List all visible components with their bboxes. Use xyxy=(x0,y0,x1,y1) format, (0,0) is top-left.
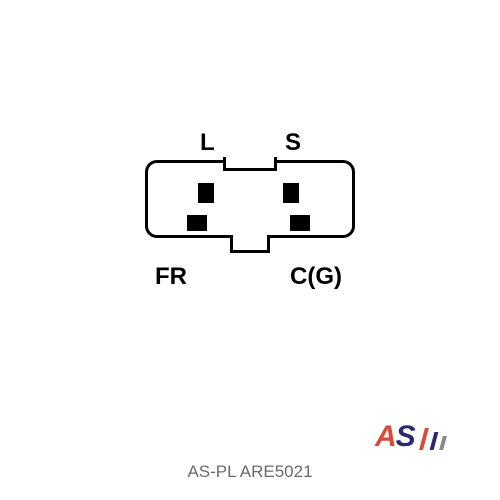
notch-mask xyxy=(226,157,274,163)
pin-box-l xyxy=(198,183,214,203)
connector-body xyxy=(145,160,355,238)
tab-mask xyxy=(233,233,267,239)
pin-box-s xyxy=(283,183,299,203)
pin-box-cg xyxy=(290,215,310,231)
pin-label-fr: FR xyxy=(155,263,187,291)
connector-diagram: L S FR C(G) xyxy=(125,115,375,295)
brand-logo: AS xyxy=(375,420,445,455)
logo-bars xyxy=(421,428,445,455)
logo-letter-a: A xyxy=(375,420,396,453)
logo-bar-2 xyxy=(429,432,438,450)
logo-bar-3 xyxy=(439,436,447,450)
pin-label-s: S xyxy=(285,129,301,157)
logo-bar-1 xyxy=(419,428,429,450)
pin-label-cg: C(G) xyxy=(290,263,342,291)
pin-box-fr xyxy=(187,215,207,231)
logo-letter-s: S xyxy=(396,420,415,453)
pin-label-l: L xyxy=(200,129,215,157)
product-caption: AS-PL ARE5021 xyxy=(0,462,500,482)
